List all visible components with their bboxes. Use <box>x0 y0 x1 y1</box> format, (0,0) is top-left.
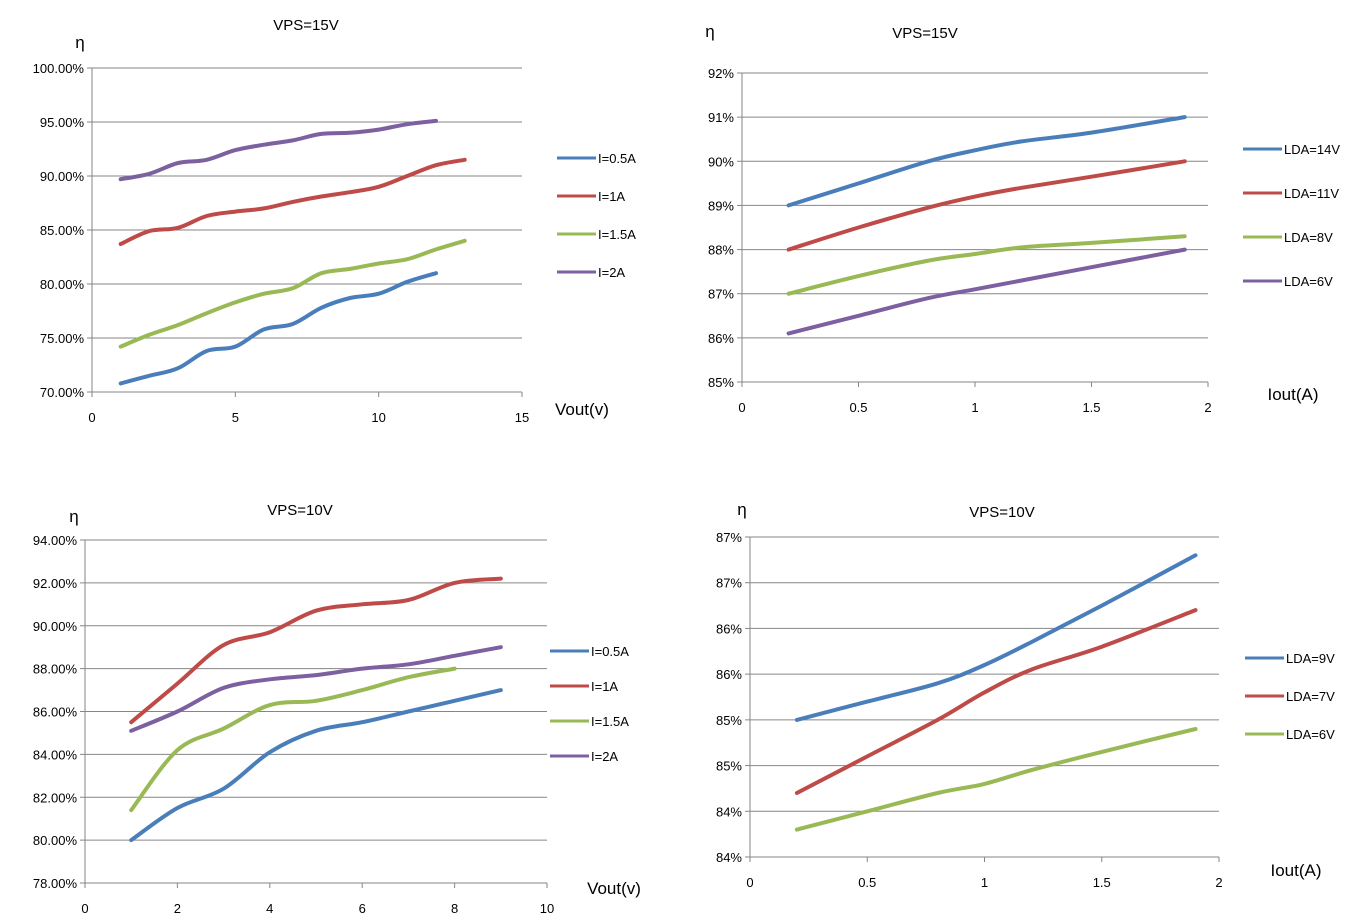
x-tick-label: 0 <box>88 410 95 425</box>
y-tick-label: 70.00% <box>40 385 85 400</box>
chart-title: VPS=10V <box>267 502 332 519</box>
legend-label: LDA=7V <box>1286 689 1335 704</box>
legend-label: I=2A <box>598 265 625 280</box>
y-axis-label: η <box>737 500 746 519</box>
x-tick-label: 1.5 <box>1093 875 1111 890</box>
chart-3: 78.00% 80.00% 82.00% 84.00% 86.00% 88.00% 90.0… <box>33 502 641 916</box>
y-tick-label: 92% <box>708 66 734 81</box>
y-tick-label: 78.00% <box>33 876 78 891</box>
y-axis-label: η <box>69 507 78 526</box>
y-tick-label: 84% <box>716 804 742 819</box>
y-tick-label: 88% <box>708 243 734 258</box>
y-axis-label: η <box>705 22 714 41</box>
chart-4: 84% 84% 85% 85% 86% 86% 87% 87% 0 0.5 1 1.5 2 VPS=10V… <box>716 500 1335 890</box>
legend-label: I=1A <box>591 679 618 694</box>
series-line-LDA=6V <box>786 247 1187 336</box>
y-tick-label: 86.00% <box>33 705 78 720</box>
legend-label: I=1.5A <box>591 714 629 729</box>
series-line-LDA=9V <box>794 553 1198 722</box>
y-tick-label: 85% <box>716 759 742 774</box>
x-tick-label: 1 <box>971 400 978 415</box>
y-tick-label: 88.00% <box>33 662 78 677</box>
y-tick-label: 84.00% <box>33 747 78 762</box>
x-axis-label: Vout(v) <box>555 400 609 419</box>
legend-label: LDA=9V <box>1286 651 1335 666</box>
x-axis-label: Iout(A) <box>1267 385 1318 404</box>
chart-title: VPS=10V <box>969 504 1034 521</box>
x-axis-label: Vout(v) <box>587 879 641 898</box>
series-line-LDA=6V <box>794 727 1198 832</box>
legend-label: LDA=11V <box>1284 186 1339 201</box>
y-tick-label: 89% <box>708 198 734 213</box>
legend-label: I=1.5A <box>598 227 636 242</box>
legend-label: I=2A <box>591 749 618 764</box>
x-tick-label: 1.5 <box>1082 400 1100 415</box>
x-tick-label: 1 <box>981 875 988 890</box>
series-line-I=1A <box>129 576 503 725</box>
legend-label: I=1A <box>598 189 625 204</box>
y-tick-label: 90% <box>708 154 734 169</box>
series-line-LDA=14V <box>786 115 1187 208</box>
y-tick-label: 94.00% <box>33 533 78 548</box>
y-tick-label: 85.00% <box>40 223 85 238</box>
legend-label: I=0.5A <box>591 644 629 659</box>
y-tick-label: 86% <box>716 621 742 636</box>
series-line-I=0.5A <box>118 271 438 386</box>
series-line-LDA=8V <box>786 234 1187 296</box>
x-tick-label: 2 <box>174 901 181 916</box>
x-tick-label: 6 <box>359 901 366 916</box>
chart-title: VPS=15V <box>273 17 338 34</box>
x-tick-label: 4 <box>266 901 273 916</box>
y-tick-label: 80.00% <box>40 277 85 292</box>
series-line-I=2A <box>129 645 503 733</box>
y-tick-label: 91% <box>708 110 734 125</box>
y-axis-label: η <box>75 33 84 52</box>
legend-label: I=0.5A <box>598 151 636 166</box>
x-tick-label: 15 <box>515 410 529 425</box>
y-tick-label: 75.00% <box>40 331 85 346</box>
series-line-I=1.5A <box>129 666 457 813</box>
x-tick-label: 10 <box>540 901 554 916</box>
series-line-I=0.5A <box>129 688 503 843</box>
x-tick-label: 0.5 <box>858 875 876 890</box>
series-line-I=2A <box>118 118 438 182</box>
y-tick-label: 90.00% <box>40 169 85 184</box>
x-axis-label: Iout(A) <box>1270 861 1321 880</box>
series-line-LDA=7V <box>794 608 1198 795</box>
x-tick-label: 10 <box>371 410 385 425</box>
y-tick-label: 92.00% <box>33 576 78 591</box>
series-line-I=1.5A <box>118 238 467 349</box>
chart-title: VPS=15V <box>892 25 957 42</box>
y-tick-label: 90.00% <box>33 619 78 634</box>
y-tick-label: 85% <box>716 713 742 728</box>
x-tick-label: 0 <box>81 901 88 916</box>
x-tick-label: 8 <box>451 901 458 916</box>
y-tick-label: 87% <box>716 576 742 591</box>
x-tick-label: 2 <box>1204 400 1211 415</box>
y-tick-label: 85% <box>708 375 734 390</box>
y-tick-label: 95.00% <box>40 115 85 130</box>
y-tick-label: 86% <box>708 331 734 346</box>
chart-2: 85% 86% 87% 88% 89% 90% 91% 92% 0 0.5 1 1.5 2 VPS=15V… <box>705 22 1340 415</box>
y-tick-label: 100.00% <box>33 61 85 76</box>
x-tick-label: 0 <box>738 400 745 415</box>
x-tick-label: 0 <box>746 875 753 890</box>
x-tick-label: 2 <box>1215 875 1222 890</box>
x-tick-label: 5 <box>232 410 239 425</box>
series-line-I=1A <box>118 157 467 246</box>
legend-label: LDA=6V <box>1284 274 1333 289</box>
legend-label: LDA=6V <box>1286 727 1335 742</box>
legend-label: LDA=14V <box>1284 142 1340 157</box>
y-tick-label: 84% <box>716 850 742 865</box>
y-tick-label: 82.00% <box>33 790 78 805</box>
legend-label: LDA=8V <box>1284 230 1333 245</box>
y-tick-label: 87% <box>716 530 742 545</box>
y-tick-label: 87% <box>708 287 734 302</box>
chart-1: 70.00% 75.00% 80.00% 85.00% 90.00% 95.00% 100.… <box>33 17 637 425</box>
series-line-LDA=11V <box>786 159 1187 252</box>
y-tick-label: 80.00% <box>33 833 78 848</box>
x-tick-label: 0.5 <box>849 400 867 415</box>
y-tick-label: 86% <box>716 667 742 682</box>
